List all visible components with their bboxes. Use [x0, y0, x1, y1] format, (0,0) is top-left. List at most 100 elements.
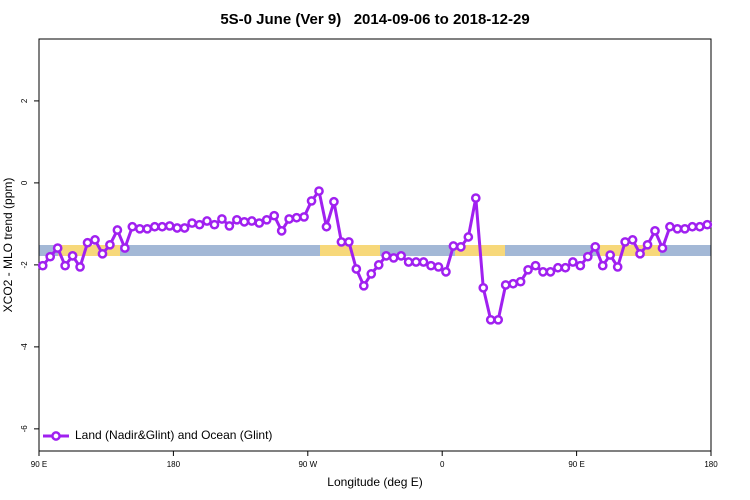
data-point — [329, 196, 339, 207]
x-tick-label: 90 E — [31, 460, 47, 469]
chart-title: 5S-0 June (Ver 9) 2014-09-06 to 2018-12-… — [220, 11, 529, 28]
data-point — [142, 223, 153, 234]
data-point — [672, 223, 683, 234]
data-point — [60, 260, 70, 271]
data-point — [396, 251, 406, 261]
data-point — [373, 260, 384, 270]
data-point — [493, 314, 504, 325]
data-point — [336, 237, 347, 247]
data-point — [523, 264, 533, 275]
data-point — [612, 262, 623, 272]
y-tick-label: 2 — [20, 98, 29, 103]
y-axis-label: XCO2 - MLO trend (ppm) — [1, 178, 15, 313]
data-point — [120, 243, 130, 253]
data-point — [209, 219, 220, 230]
data-point — [97, 248, 108, 259]
legend-marker — [51, 431, 61, 441]
data-point — [642, 239, 653, 250]
x-tick-label: 90 E — [568, 460, 584, 469]
data-point — [650, 226, 660, 236]
data-point — [269, 210, 280, 221]
data-point — [291, 212, 302, 223]
data-point — [568, 257, 578, 267]
data-point — [45, 251, 56, 262]
data-point — [441, 267, 451, 277]
data-point — [448, 241, 459, 251]
data-point — [515, 276, 526, 287]
data-point — [582, 251, 593, 262]
data-point — [82, 237, 93, 248]
data-point — [463, 232, 474, 242]
data-point — [358, 280, 369, 291]
data-point — [194, 219, 205, 230]
data-point — [157, 221, 168, 232]
data-point — [530, 260, 541, 271]
x-tick-label: 0 — [440, 460, 445, 469]
data-point — [52, 243, 63, 253]
data-point — [232, 214, 242, 225]
data-point — [164, 221, 175, 231]
data-point — [597, 260, 608, 271]
data-point — [500, 280, 511, 290]
data-point — [538, 267, 548, 277]
data-point — [306, 196, 317, 206]
data-point — [90, 235, 100, 245]
data-point — [470, 193, 481, 203]
data-point — [702, 219, 713, 230]
x-tick-label: 180 — [704, 460, 718, 469]
data-point — [127, 221, 138, 232]
x-axis-label: Longitude (deg E) — [327, 475, 422, 489]
data-point — [694, 221, 705, 232]
land-band — [58, 245, 120, 256]
data-point — [112, 225, 123, 235]
data-point — [276, 226, 287, 236]
data-point — [433, 262, 444, 272]
y-tick-label: -4 — [20, 343, 29, 351]
data-point — [553, 262, 563, 273]
data-point — [75, 262, 85, 272]
data-point — [575, 260, 586, 271]
legend: Land (Nadir&Glint) and Ocean (Glint) — [43, 428, 272, 442]
data-point — [620, 237, 630, 247]
data-point — [179, 223, 190, 233]
data-point — [321, 221, 332, 232]
data-point — [657, 243, 668, 253]
data-point — [418, 257, 429, 267]
x-tick-label: 180 — [167, 460, 181, 469]
data-point — [224, 221, 235, 231]
data-point — [403, 257, 414, 267]
data-point — [149, 221, 160, 232]
data-point — [187, 218, 197, 228]
data-point — [202, 216, 212, 226]
data-point — [545, 267, 556, 277]
data-point — [351, 264, 362, 274]
data-point — [366, 269, 377, 279]
data-point — [37, 260, 48, 271]
data-point — [687, 221, 698, 232]
data-point — [456, 241, 466, 252]
data-point — [299, 212, 309, 222]
data-point — [284, 214, 294, 224]
data-point — [560, 262, 571, 273]
data-point — [105, 239, 115, 250]
data-point — [388, 253, 399, 263]
y-tick-label: 0 — [20, 180, 29, 185]
legend-label: Land (Nadir&Glint) and Ocean (Glint) — [75, 428, 272, 442]
data-point — [590, 241, 601, 252]
data-point — [665, 221, 675, 232]
data-point — [485, 314, 496, 325]
data-point — [314, 186, 324, 196]
data-point — [627, 235, 638, 245]
data-point — [246, 216, 257, 226]
data-point — [478, 282, 489, 293]
data-point — [605, 250, 616, 260]
data-point — [411, 257, 421, 267]
data-point — [344, 237, 354, 247]
data-point — [426, 260, 436, 271]
data-point — [261, 214, 272, 225]
data-point — [680, 223, 690, 234]
data-point — [239, 216, 250, 227]
data-point — [635, 248, 645, 259]
land-band — [600, 245, 660, 256]
data-point — [172, 223, 182, 233]
